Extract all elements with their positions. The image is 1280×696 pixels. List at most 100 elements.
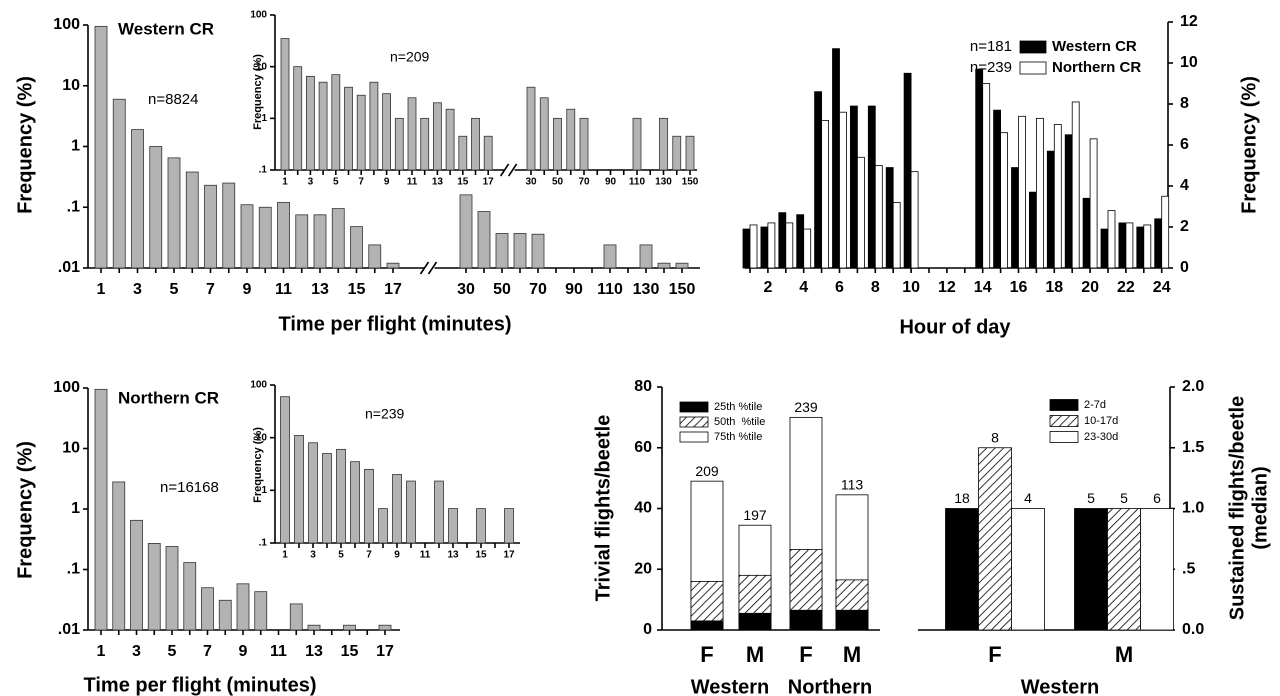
axis-break-gap	[504, 166, 515, 174]
bar	[294, 435, 304, 544]
bar	[1118, 222, 1127, 269]
x-tick-label: 7	[206, 281, 215, 298]
x-tick-label: 130	[633, 281, 660, 298]
bar	[147, 543, 161, 631]
bar	[892, 201, 901, 269]
group-label: Western	[691, 676, 770, 696]
n-label: 5	[1087, 490, 1095, 506]
bar	[392, 474, 402, 544]
x-tick-label: 11	[407, 177, 418, 188]
bar	[1100, 228, 1109, 269]
annotation: n=16168	[160, 479, 219, 496]
bar	[1053, 124, 1062, 269]
x-tick-label: 17	[384, 281, 402, 298]
bar	[1029, 191, 1037, 269]
y-tick-label: 1	[71, 500, 80, 517]
bar	[149, 146, 163, 269]
x-tick-label: 9	[243, 281, 252, 298]
y-tick-label: 1	[261, 485, 267, 496]
x-tick-label: F	[700, 642, 713, 667]
x-tick-label: 7	[358, 177, 364, 188]
axis-break	[419, 261, 430, 275]
x-tick-label: 1	[282, 550, 288, 561]
y-tick-label: 40	[634, 500, 652, 517]
annotation: n=8824	[148, 91, 198, 108]
bar	[331, 208, 345, 269]
bar	[1107, 210, 1116, 269]
bar	[289, 603, 303, 631]
x-tick-label: 13	[447, 550, 459, 561]
x-tick-label: 5	[168, 643, 177, 660]
bar	[350, 226, 363, 269]
bar	[749, 224, 758, 269]
y2-tick-label: 8	[1180, 95, 1189, 112]
x-tick-label: 50	[552, 177, 564, 188]
x-tick-label: 14	[974, 279, 992, 296]
bar	[407, 97, 417, 171]
bar	[254, 591, 268, 631]
axis-break-gap	[424, 264, 435, 272]
x-tick-label: 17	[503, 550, 515, 561]
x-tick-label: 5	[170, 281, 179, 298]
bar	[94, 388, 108, 631]
group-label: Western	[1021, 676, 1100, 696]
bar	[336, 448, 346, 544]
bar	[382, 93, 392, 171]
bar	[201, 587, 214, 631]
bar	[1107, 508, 1141, 631]
bar	[814, 91, 822, 269]
legend-n: n=181	[970, 38, 1012, 55]
axis-break	[499, 163, 510, 177]
bar	[295, 214, 309, 269]
x-tick-label: 1	[97, 643, 106, 660]
x-tick-label: 13	[432, 177, 444, 188]
legend-label: 23-30d	[1084, 431, 1118, 443]
x-tick-label: 90	[565, 281, 583, 298]
bar	[1082, 197, 1091, 269]
bar	[293, 66, 303, 171]
bar	[803, 228, 812, 269]
y2-tick-label: 10	[1180, 54, 1198, 71]
legend-label: 25th %tile	[714, 401, 762, 413]
bar	[495, 233, 509, 269]
x-tick-label: 3	[132, 643, 141, 660]
bar	[222, 182, 236, 269]
x-tick-label: 13	[311, 281, 329, 298]
legend-label: 75th %tile	[714, 431, 762, 443]
bar	[579, 117, 589, 171]
bar	[785, 222, 794, 269]
bar	[167, 157, 181, 269]
annotation: Western CR	[118, 19, 214, 38]
y2-tick-label: 1.0	[1182, 500, 1204, 517]
y-tick-label: 1	[261, 113, 267, 124]
bar	[458, 135, 468, 171]
x-axis-label: Hour of day	[899, 316, 1011, 338]
bar	[364, 468, 374, 544]
bar	[526, 86, 536, 171]
bar	[368, 244, 382, 269]
y2-tick-label: 4	[1180, 177, 1189, 194]
x-tick-label: 5	[338, 550, 344, 561]
legend-label: Western CR	[1052, 38, 1137, 55]
n-label: 197	[743, 507, 767, 523]
y-tick-label: 10	[62, 77, 80, 94]
bar	[539, 97, 549, 171]
bar	[112, 98, 126, 269]
x-tick-label: M	[746, 642, 764, 667]
x-tick-label: 110	[629, 177, 646, 188]
legend-label: 10-17d	[1084, 415, 1118, 427]
bar	[131, 129, 144, 269]
bar	[975, 68, 984, 269]
n-label: 239	[794, 399, 818, 415]
x-tick-label: 9	[239, 643, 248, 660]
x-tick-label: 15	[341, 643, 359, 660]
bar	[832, 48, 840, 269]
bar	[1143, 224, 1152, 269]
bar	[796, 214, 805, 269]
bar	[982, 83, 991, 269]
legend-swatch	[1019, 40, 1047, 54]
x-tick-label: 15	[348, 281, 366, 298]
x-tick-label: 150	[682, 177, 699, 188]
